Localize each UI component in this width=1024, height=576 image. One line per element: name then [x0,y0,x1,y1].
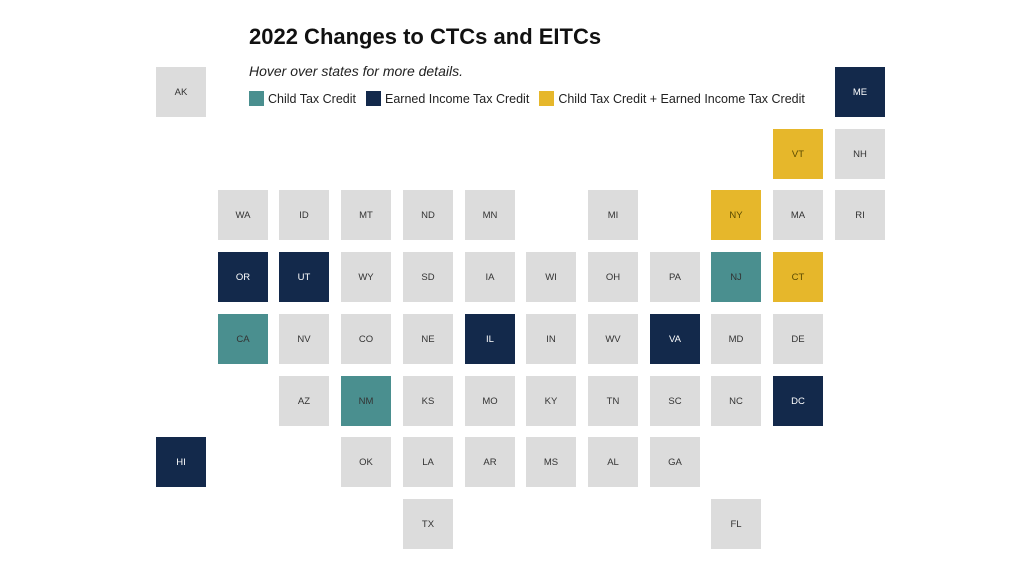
state-tile-ks[interactable]: KS [403,376,453,426]
state-tile-vt[interactable]: VT [773,129,823,179]
state-tile-nv[interactable]: NV [279,314,329,364]
state-tile-ia[interactable]: IA [465,252,515,302]
state-tile-wi[interactable]: WI [526,252,576,302]
state-tile-ms[interactable]: MS [526,437,576,487]
state-tile-fl[interactable]: FL [711,499,761,549]
state-tile-ma[interactable]: MA [773,190,823,240]
state-tile-al[interactable]: AL [588,437,638,487]
state-tile-de[interactable]: DE [773,314,823,364]
legend-swatch-ctc [249,91,264,106]
map-subtitle: Hover over states for more details. [249,63,463,79]
state-tile-sd[interactable]: SD [403,252,453,302]
state-tile-me[interactable]: ME [835,67,885,117]
state-tile-id[interactable]: ID [279,190,329,240]
state-tile-ne[interactable]: NE [403,314,453,364]
state-tile-ga[interactable]: GA [650,437,700,487]
state-tile-dc[interactable]: DC [773,376,823,426]
legend-label-both: Child Tax Credit + Earned Income Tax Cre… [558,91,805,106]
state-tile-in[interactable]: IN [526,314,576,364]
state-tile-mt[interactable]: MT [341,190,391,240]
state-tile-nd[interactable]: ND [403,190,453,240]
state-tile-or[interactable]: OR [218,252,268,302]
state-tile-wa[interactable]: WA [218,190,268,240]
state-tile-nh[interactable]: NH [835,129,885,179]
state-tile-oh[interactable]: OH [588,252,638,302]
state-tile-ri[interactable]: RI [835,190,885,240]
state-tile-ak[interactable]: AK [156,67,206,117]
state-tile-ut[interactable]: UT [279,252,329,302]
legend-label-ctc: Child Tax Credit [268,91,357,106]
state-tile-hi[interactable]: HI [156,437,206,487]
legend-swatch-both [539,91,555,106]
state-tile-mi[interactable]: MI [588,190,638,240]
state-tile-ok[interactable]: OK [341,437,391,487]
legend-item-ctc: Child Tax Credit [249,91,356,106]
legend-label-eitc: Earned Income Tax Credit [385,91,530,106]
legend: Child Tax Credit Earned Income Tax Credi… [249,91,815,106]
state-tile-va[interactable]: VA [650,314,700,364]
state-tile-il[interactable]: IL [465,314,515,364]
legend-swatch-eitc [366,91,382,106]
state-tile-ny[interactable]: NY [711,190,761,240]
state-tile-mo[interactable]: MO [465,376,515,426]
state-tile-sc[interactable]: SC [650,376,700,426]
state-tile-nc[interactable]: NC [711,376,761,426]
state-tile-az[interactable]: AZ [279,376,329,426]
state-tile-pa[interactable]: PA [650,252,700,302]
state-tile-wv[interactable]: WV [588,314,638,364]
legend-item-eitc: Earned Income Tax Credit [366,91,529,106]
state-tile-co[interactable]: CO [341,314,391,364]
state-tile-nj[interactable]: NJ [711,252,761,302]
state-tile-mn[interactable]: MN [465,190,515,240]
state-tile-tx[interactable]: TX [403,499,453,549]
state-tile-ct[interactable]: CT [773,252,823,302]
state-tile-ky[interactable]: KY [526,376,576,426]
state-tile-nm[interactable]: NM [341,376,391,426]
state-tile-la[interactable]: LA [403,437,453,487]
state-tile-tn[interactable]: TN [588,376,638,426]
state-tile-ar[interactable]: AR [465,437,515,487]
map-title: 2022 Changes to CTCs and EITCs [249,24,602,49]
state-tile-wy[interactable]: WY [341,252,391,302]
legend-item-both: Child Tax Credit + Earned Income Tax Cre… [539,91,805,106]
state-tile-ca[interactable]: CA [218,314,268,364]
state-tile-md[interactable]: MD [711,314,761,364]
